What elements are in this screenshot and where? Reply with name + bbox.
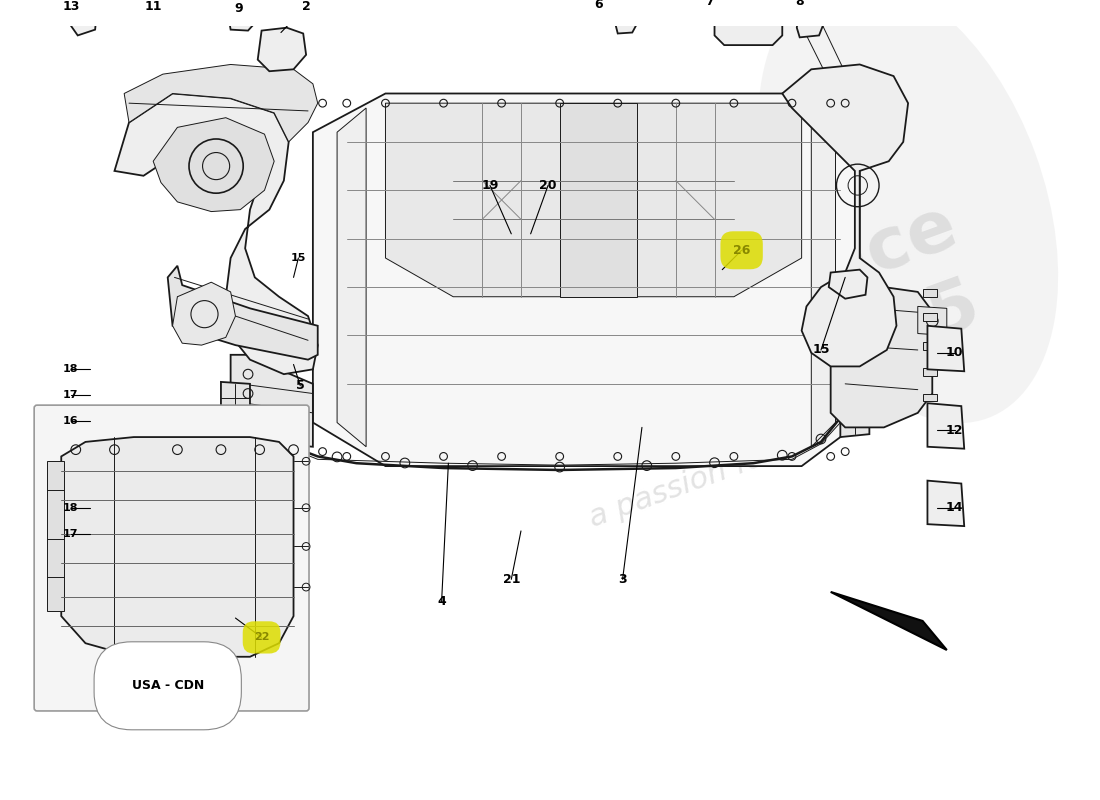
Text: 17: 17: [63, 529, 79, 539]
Text: 7: 7: [705, 0, 714, 8]
Polygon shape: [830, 592, 947, 650]
Polygon shape: [830, 287, 933, 427]
Polygon shape: [927, 481, 965, 526]
Polygon shape: [923, 394, 937, 402]
Polygon shape: [923, 289, 937, 297]
Text: 15: 15: [812, 343, 829, 357]
Text: 26: 26: [733, 244, 750, 257]
Polygon shape: [923, 342, 937, 350]
Text: 11: 11: [144, 0, 162, 13]
Text: 8: 8: [795, 0, 804, 8]
Polygon shape: [124, 65, 318, 142]
Text: 14: 14: [946, 502, 964, 514]
Text: 9: 9: [234, 2, 243, 15]
Polygon shape: [796, 5, 826, 38]
Polygon shape: [616, 6, 639, 34]
Polygon shape: [153, 118, 274, 211]
Text: since
1985: since 1985: [745, 190, 994, 402]
Text: 13: 13: [63, 0, 79, 13]
Polygon shape: [927, 326, 965, 371]
Text: 18: 18: [63, 364, 79, 374]
Polygon shape: [221, 382, 250, 437]
Text: USA - CDN: USA - CDN: [132, 679, 204, 692]
Polygon shape: [114, 94, 318, 374]
Text: 21: 21: [503, 573, 520, 586]
Text: 18: 18: [63, 502, 79, 513]
Polygon shape: [257, 28, 306, 71]
FancyBboxPatch shape: [34, 405, 309, 711]
Text: 12: 12: [946, 424, 964, 437]
Text: 15: 15: [290, 253, 306, 263]
Text: 17: 17: [63, 390, 79, 401]
Polygon shape: [923, 368, 937, 376]
Text: 22: 22: [254, 633, 270, 642]
Polygon shape: [715, 0, 782, 45]
Polygon shape: [312, 94, 860, 466]
Polygon shape: [231, 355, 312, 446]
Polygon shape: [62, 437, 294, 657]
Text: 5: 5: [296, 379, 305, 392]
Ellipse shape: [758, 0, 1058, 423]
Polygon shape: [840, 382, 869, 437]
Polygon shape: [46, 462, 64, 611]
Polygon shape: [828, 270, 868, 298]
Text: 20: 20: [539, 179, 557, 192]
Text: 2: 2: [301, 0, 310, 13]
Text: 4: 4: [437, 595, 446, 608]
Polygon shape: [560, 103, 637, 297]
Polygon shape: [153, 0, 180, 14]
Polygon shape: [173, 282, 235, 345]
Text: 19: 19: [482, 179, 498, 192]
Polygon shape: [923, 313, 937, 321]
Polygon shape: [782, 65, 909, 366]
Polygon shape: [70, 6, 97, 35]
Polygon shape: [812, 108, 836, 446]
Text: 10: 10: [946, 346, 964, 359]
Text: 3: 3: [618, 573, 627, 586]
Polygon shape: [927, 403, 965, 449]
Polygon shape: [229, 6, 257, 30]
Polygon shape: [337, 108, 366, 446]
Polygon shape: [917, 306, 947, 335]
Text: 16: 16: [63, 416, 79, 426]
Text: a passion for parts: a passion for parts: [585, 409, 864, 534]
Polygon shape: [385, 103, 802, 297]
Polygon shape: [167, 266, 318, 360]
Text: 6: 6: [594, 0, 603, 11]
